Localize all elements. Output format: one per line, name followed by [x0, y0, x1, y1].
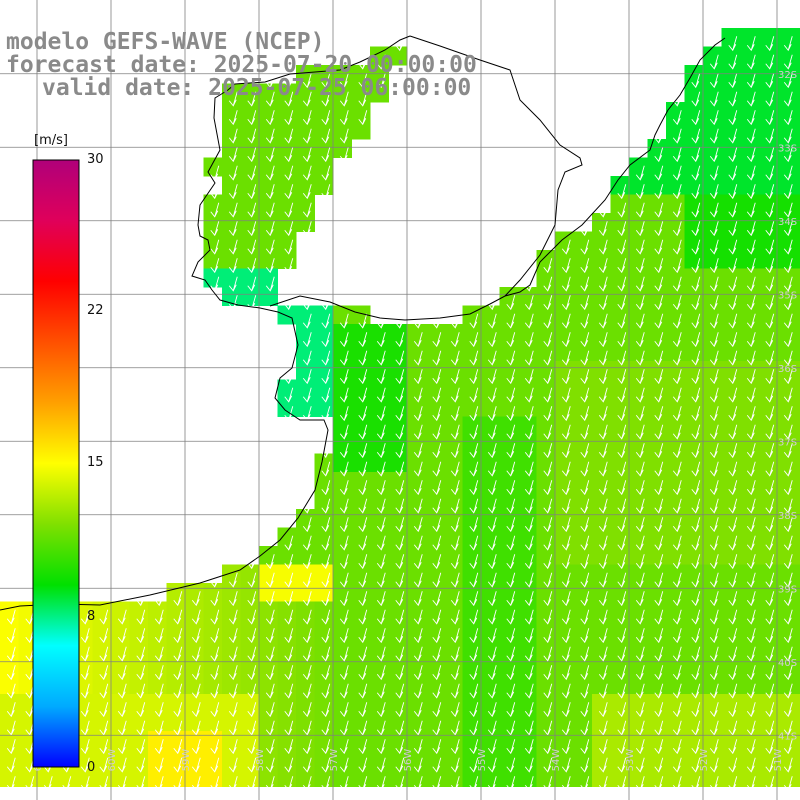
- lat-label: 34S: [778, 217, 797, 228]
- lon-label: 52W: [699, 749, 710, 772]
- latitude-labels: 32S 33S 34S 35S 36S 37S 38S 39S 40S 41S: [778, 70, 797, 743]
- wind-arrows: [6, 36, 793, 792]
- valid-date: valid date: 2025-07-25 06:00:00: [42, 75, 472, 101]
- colorbar-tick-8: 8: [87, 609, 96, 624]
- lon-label: 54W: [551, 749, 562, 772]
- lat-label: 36S: [778, 364, 797, 375]
- lon-label: 57W: [329, 749, 340, 772]
- lon-label: 58W: [255, 749, 266, 772]
- lat-label: 32S: [778, 70, 797, 81]
- lat-label: 33S: [778, 143, 797, 154]
- wind-field: [0, 28, 800, 787]
- colorbar-tick-0: 0: [87, 760, 96, 775]
- lon-label: 53W: [625, 749, 636, 772]
- lon-label: 59W: [181, 749, 192, 772]
- lat-label: 38S: [778, 511, 797, 522]
- lat-label: 40S: [778, 658, 797, 669]
- colorbar: [32, 159, 80, 768]
- lat-label: 39S: [778, 584, 797, 595]
- colorbar-tick-30: 30: [87, 152, 104, 167]
- colorbar-tick-22: 22: [87, 303, 104, 318]
- lat-label: 41S: [778, 731, 797, 742]
- colorbar-unit: [m/s]: [34, 133, 68, 148]
- lon-label: 56W: [403, 749, 414, 772]
- lat-label: 35S: [778, 290, 797, 301]
- lon-label: 55W: [477, 749, 488, 772]
- lon-label: 60W: [107, 749, 118, 772]
- coastline: [0, 35, 726, 611]
- model-title: modelo GEFS-WAVE (NCEP): [6, 29, 325, 55]
- colorbar-tick-15: 15: [87, 455, 104, 470]
- lat-label: 37S: [778, 437, 797, 448]
- lon-label: 51W: [773, 749, 784, 772]
- forecast-date: forecast date: 2025-07-20 00:00:00: [6, 52, 477, 78]
